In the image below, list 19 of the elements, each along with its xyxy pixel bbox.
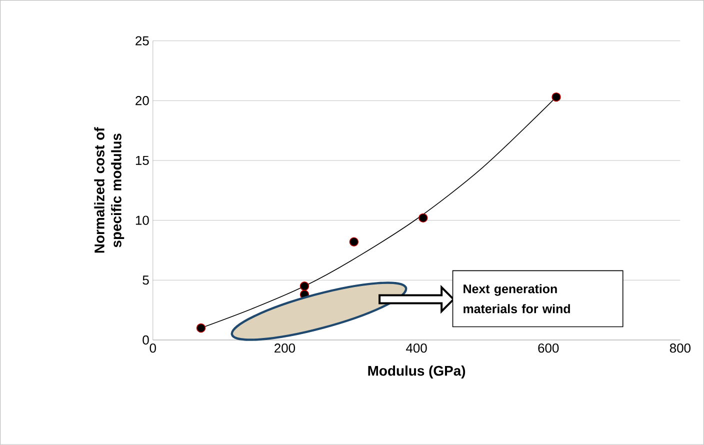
point [552, 92, 561, 102]
point [418, 213, 428, 223]
annotation: Next generation materials for wind [464, 284, 570, 314]
point [196, 323, 206, 333]
x-axis-title: Modulus (GPa) [368, 366, 466, 379]
y-tick-label: 15 [136, 156, 149, 166]
x-tick-label: 400 [406, 344, 427, 353]
point [349, 237, 359, 247]
y-axis-title: Normalized cost of specific modulus [94, 127, 124, 253]
y-tick-label: 0 [142, 335, 149, 345]
point [300, 282, 310, 291]
x-tick-label: 200 [274, 344, 296, 353]
y-tick-label: 5 [142, 276, 149, 285]
x-tick-label: 800 [670, 344, 690, 353]
y-tick-label: 10 [136, 216, 149, 225]
y-tick-label: 25 [136, 36, 149, 46]
x-tick-label: 0 [150, 344, 156, 353]
x-tick-label: 600 [538, 344, 559, 353]
y-tick-label: 20 [136, 96, 149, 106]
